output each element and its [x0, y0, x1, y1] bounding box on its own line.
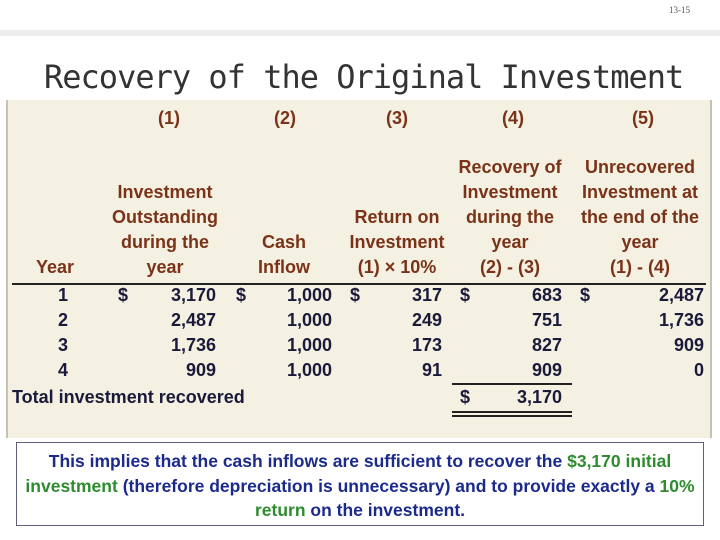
total-bottom-rule-2 [452, 415, 572, 417]
header-line: Recovery of [458, 157, 562, 177]
row2-inflow: 1,000 [286, 310, 332, 330]
header-line: Investment [117, 182, 213, 202]
header-line: year [621, 232, 659, 252]
header-line: year [491, 232, 529, 252]
column-number-4: (4) [502, 108, 524, 128]
row2-return: 249 [411, 310, 442, 330]
note-rate: 10% return [254, 475, 695, 521]
row1-currency-4: $ [460, 285, 471, 305]
header-line: Investment [462, 182, 558, 202]
header-line: during the [121, 232, 209, 252]
row2-year: 2 [57, 310, 68, 330]
note-amount: $3,170 [567, 451, 621, 471]
column-number-1: (1) [158, 108, 180, 128]
header-line: Cash [261, 232, 306, 252]
row4-return: 91 [421, 360, 442, 380]
conclusion-text: This implies that the cash inflows are s… [17, 443, 703, 523]
row4-recovery: 909 [531, 360, 562, 380]
row4-inflow: 1,000 [286, 360, 332, 380]
header-line: (1) × 10% [357, 257, 437, 277]
total-top-rule [452, 383, 572, 385]
header-divider [0, 30, 720, 36]
column-number-3: (3) [386, 108, 408, 128]
note-text-1: This implies that the cash inflows are s… [48, 451, 563, 471]
note-text-3: on the investment. [310, 500, 466, 520]
total-value: 3,170 [516, 387, 562, 407]
header-rule [12, 283, 706, 285]
header-line: (1) - (4) [610, 257, 670, 277]
header-line: Inflow [258, 257, 310, 277]
column-number-2: (2) [274, 108, 296, 128]
row1-outstanding: 3,170 [170, 285, 216, 305]
header-return-on-investment: Return on Investment (1) × 10% [338, 205, 456, 280]
row1-unrecovered: 2,487 [658, 285, 704, 305]
row1-currency-3: $ [350, 285, 361, 305]
total-label: Total investment recovered [12, 387, 245, 407]
slide-number: 13-15 [669, 5, 690, 15]
note-initial-investment: initial investment [25, 451, 672, 496]
row1-currency-1: $ [118, 285, 129, 305]
row1-recovery: 683 [531, 285, 562, 305]
row2-outstanding: 2,487 [170, 310, 216, 330]
header-line: (2) - (3) [480, 257, 540, 277]
conclusion-note: This implies that the cash inflows are s… [16, 442, 704, 526]
recovery-table: (1) (2) (3) (4) (5) Year Investment Outs… [6, 100, 712, 438]
header-line: Outstanding [112, 207, 218, 227]
row4-outstanding: 909 [185, 360, 216, 380]
header-cash-inflow: Cash Inflow [244, 230, 324, 280]
row1-currency-2: $ [236, 285, 247, 305]
row3-year: 3 [57, 335, 68, 355]
row2-recovery: 751 [531, 310, 562, 330]
row3-inflow: 1,000 [286, 335, 332, 355]
row3-recovery: 827 [531, 335, 562, 355]
row3-unrecovered: 909 [673, 335, 704, 355]
row4-year: 4 [57, 360, 68, 380]
header-line: during the [466, 207, 554, 227]
row3-return: 173 [411, 335, 442, 355]
header-line: Unrecovered [584, 157, 696, 177]
header-line: Investment at [581, 182, 699, 202]
header-line: the end of the [581, 207, 699, 227]
slide-header-bar: 13-15 [0, 0, 720, 30]
total-bottom-rule-1 [452, 411, 572, 413]
header-line: Return on [354, 207, 440, 227]
header-recovery-of-investment: Recovery of Investment during the year (… [448, 155, 572, 280]
header-line: Investment [349, 232, 445, 252]
row1-inflow: 1,000 [286, 285, 332, 305]
header-unrecovered-investment: Unrecovered Investment at the end of the… [570, 155, 710, 280]
row3-outstanding: 1,736 [170, 335, 216, 355]
row4-unrecovered: 0 [693, 360, 704, 380]
total-currency: $ [460, 387, 471, 407]
slide-title: Recovery of the Original Investment [44, 58, 684, 96]
row1-currency-5: $ [580, 285, 591, 305]
row1-return: 317 [411, 285, 442, 305]
note-text-2: (therefore depreciation is unnecessary) … [122, 475, 655, 496]
header-line: year [146, 257, 184, 277]
row1-year: 1 [57, 285, 68, 305]
header-investment-outstanding: Investment Outstanding during the year [100, 180, 230, 280]
row2-unrecovered: 1,736 [658, 310, 704, 330]
header-year: Year [36, 257, 75, 277]
column-number-5: (5) [632, 108, 654, 128]
